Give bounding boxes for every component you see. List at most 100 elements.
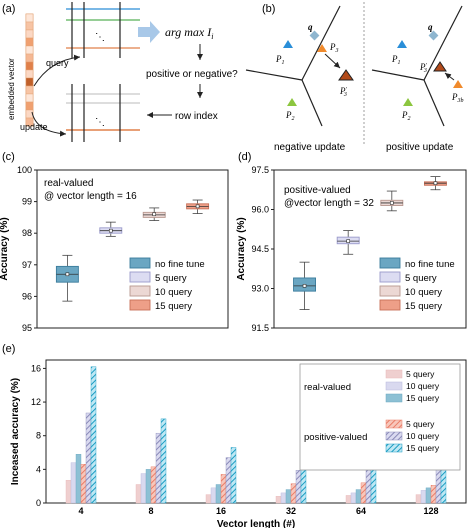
p3-label: P3 [329, 42, 339, 54]
bar-real-valued-5-query [415, 494, 422, 504]
big-arrow [138, 21, 160, 43]
q-diamond [309, 30, 320, 41]
vector-cell [25, 69, 34, 79]
legend-swatch [385, 381, 403, 391]
p3prime-triangle-right [433, 61, 447, 72]
bar-positive-valued-5-query [290, 483, 297, 504]
x-tick-label: 8 [148, 506, 153, 516]
legend-group-label: positive-valued [304, 432, 367, 443]
panel-c-label: (c) [2, 151, 15, 163]
legend-swatch [129, 285, 151, 297]
panel-b: (b) q P1 P2 P3 P′ 3 negative update [245, 2, 464, 153]
legend-label: no fine tune [405, 259, 455, 270]
q-diamond-right [428, 30, 439, 41]
vector-cell [25, 85, 34, 95]
legend-group-label: real-valued [304, 382, 351, 393]
bar-real-valued-15-query [355, 489, 362, 504]
bar-real-valued-5-query [135, 484, 142, 504]
y-tick-label: 96.0 [251, 205, 269, 215]
crossbar-bottom: ⋱ [66, 84, 140, 142]
bar-real-valued-5-query [205, 494, 212, 504]
vector-cell [25, 45, 34, 55]
legend-swatch [379, 285, 401, 297]
y-tick-label: 97 [22, 260, 32, 270]
bar-positive-valued-15-query [160, 418, 167, 504]
bar-positive-valued-10-query [295, 469, 302, 504]
mean-marker [65, 272, 70, 277]
legend-label: 15 query [155, 301, 192, 312]
bar-positive-valued-10-query [365, 469, 372, 504]
vector-cell [25, 29, 34, 39]
legend-swatch [385, 443, 403, 453]
y-tick-label: 91.5 [251, 323, 269, 333]
x-tick-label: 128 [423, 506, 438, 516]
panel-a: (a) embedded vector ⋱ ⋱ query update [2, 2, 238, 142]
mean-marker [302, 284, 307, 288]
bar-real-valued-15-query [215, 484, 222, 504]
legend-swatch [379, 271, 401, 283]
p2-triangle [287, 98, 297, 106]
panel-b-label: (b) [262, 3, 275, 15]
panel-d-label: (d) [238, 151, 251, 163]
panel-d: (d) 91.5 93.0 94.5 96.0 97.5 Accuracy (%) posi… [236, 151, 467, 333]
bar-real-valued-10-query [70, 462, 77, 504]
y-axis-label: Inceased accuracy (%) [10, 378, 21, 485]
legend-label: 10 query [155, 287, 192, 298]
panel-a-label: (a) [2, 3, 15, 15]
y-tick-label: 96 [22, 291, 32, 301]
update-label: update [20, 122, 48, 132]
p3b-label: P3b [451, 92, 464, 104]
p1-label-right: P1 [391, 54, 401, 66]
bar-positive-valued-5-query [220, 474, 227, 504]
legend-label: 15 query [405, 301, 442, 312]
negative-update-caption: negative update [274, 142, 346, 153]
bar-positive-valued-10-query [155, 432, 162, 504]
x-tick-label: 4 [78, 506, 83, 516]
annotation-line1: positive-valued [284, 185, 351, 196]
annotation-line1: real-valued [44, 178, 93, 189]
legend-label: no fine tune [155, 259, 205, 270]
bar-real-valued-5-query [345, 495, 352, 504]
bar-real-valued-15-query [145, 469, 152, 504]
vector-cell [25, 93, 34, 103]
x-tick-label: 64 [356, 506, 366, 516]
y-tick-label: 12 [31, 397, 41, 407]
legend-swatch [129, 271, 151, 283]
vector-cell [25, 13, 34, 23]
vector-cell [25, 53, 34, 63]
legend-swatch [129, 299, 151, 311]
chart-e: 0 4 8 12 16 Inceased accuracy (%) Vector lengt… [10, 359, 467, 528]
vector-cell [25, 117, 34, 127]
bar-positive-valued-5-query [80, 464, 87, 504]
mean-marker [390, 201, 394, 205]
y-tick-label: 93.0 [251, 284, 269, 294]
panel-e: (e) 0 4 8 12 16 Inceased accuracy (%) Vector l… [2, 343, 467, 528]
p1-label: P1 [275, 54, 285, 66]
p3-triangle [317, 44, 327, 52]
query-label: query [46, 58, 69, 68]
p2-triangle-right [403, 98, 413, 106]
legend-label: 5 query [406, 419, 435, 429]
bar-positive-valued-10-query [225, 457, 232, 504]
question-text: positive or negative? [146, 69, 238, 80]
vector-cell [25, 77, 34, 87]
legend-label: 10 query [406, 381, 440, 391]
bar-positive-valued-10-query [85, 412, 92, 504]
legend-swatch [385, 369, 403, 379]
y-tick-label: 16 [31, 363, 41, 373]
bar-real-valued-10-query [350, 492, 357, 504]
p2-label: P2 [285, 110, 295, 122]
p3b-triangle [453, 80, 463, 88]
vector-cell [25, 109, 34, 119]
voronoi-left: q P1 P2 P3 P′ 3 negative update [245, 5, 354, 153]
bar-real-valued-15-query [425, 487, 432, 504]
y-axis-label: Accuracy (%) [236, 217, 247, 280]
row-index-text: row index [175, 111, 218, 122]
y-tick-label: 4 [36, 464, 41, 474]
y-tick-label: 98 [22, 228, 32, 238]
legend-swatch [385, 431, 403, 441]
bar-real-valued-10-query [140, 473, 147, 504]
legend-swatch [385, 419, 403, 429]
legend-swatch [385, 393, 403, 403]
mean-marker [346, 239, 350, 243]
